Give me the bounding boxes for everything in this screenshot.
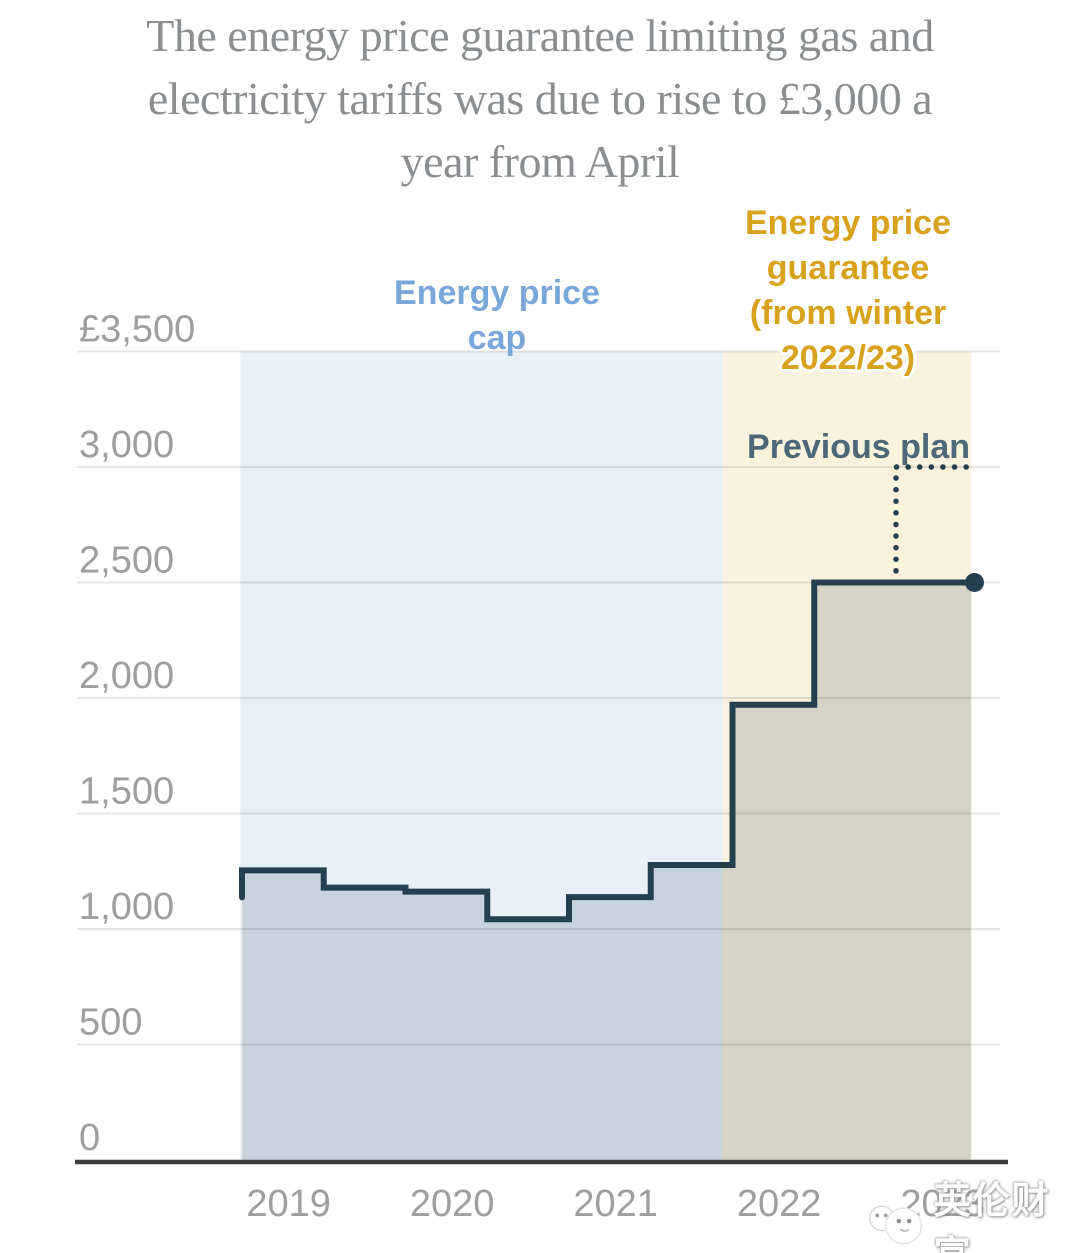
x-tick-label-2019: 2019 <box>246 1183 331 1225</box>
y-tick-label: 3,000 <box>79 424 174 466</box>
y-tick-label: 1,500 <box>79 771 174 813</box>
legend-cap-line-2: cap <box>467 319 527 357</box>
x-tick-label-2022: 2022 <box>737 1183 822 1225</box>
watermark: 英伦财富 <box>866 1170 1080 1253</box>
legend-epg-line-3: (from winter <box>749 294 947 332</box>
watermark-logo-icon <box>869 1205 923 1245</box>
previous-plan-label: Previous plan <box>747 428 970 466</box>
legend-energy-price-cap: Energy price cap <box>357 271 637 361</box>
y-tick-label: 2,500 <box>79 540 174 582</box>
x-tick-label-2020: 2020 <box>410 1183 495 1225</box>
title-line-1: The energy price guarantee limiting gas … <box>146 10 934 61</box>
watermark-text: 英伦财富 <box>933 1180 1051 1253</box>
legend-cap-line-1: Energy price <box>394 274 600 312</box>
region-energy-price-guarantee <box>722 351 972 1160</box>
chart-title: The energy price guarantee limiting gas … <box>0 4 1080 193</box>
legend-epg-line-4: 2022/23) <box>780 339 916 377</box>
legend-epg-line-2: guarantee <box>766 249 930 287</box>
title-line-2: electricity tariffs was due to rise to £… <box>147 73 933 124</box>
latest-value-dot <box>964 573 984 592</box>
legend-energy-price-guarantee: Energy price guarantee (from winter 2022… <box>708 201 988 381</box>
previous-plan-dotted-line <box>893 464 971 586</box>
y-tick-label: 0 <box>79 1117 100 1159</box>
area-under-line <box>242 582 972 1160</box>
y-tick-label: 500 <box>79 1002 142 1044</box>
region-energy-price-cap <box>240 351 723 1160</box>
x-tick-label-2021: 2021 <box>573 1183 658 1225</box>
y-tick-label: 1,000 <box>79 886 174 928</box>
legend-epg-line-1: Energy price <box>745 204 951 242</box>
y-tick-label: £3,500 <box>79 309 195 351</box>
title-line-3: year from April <box>400 136 680 187</box>
y-tick-label: 2,000 <box>79 655 174 697</box>
price-step-line <box>239 579 978 923</box>
